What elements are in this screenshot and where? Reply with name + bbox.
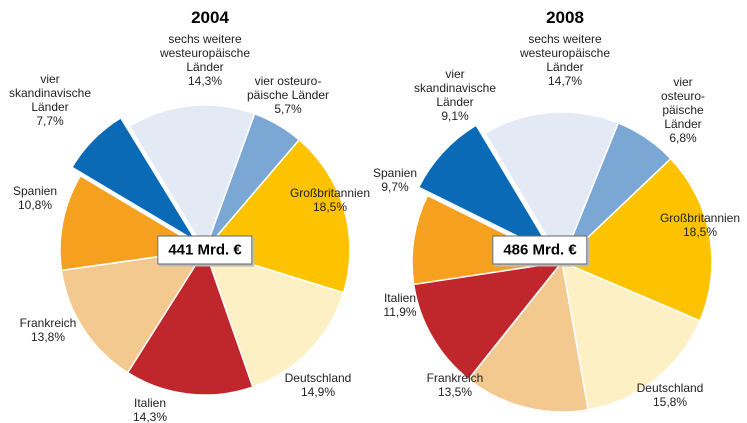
slice-label: Deutschland 14,9%: [285, 371, 352, 399]
value-label: 6,8%: [669, 131, 697, 145]
value-label: 5,7%: [274, 102, 302, 116]
category-label: sechs weitere westeuropäische Länder: [519, 32, 611, 74]
value-label: 14,7%: [547, 74, 583, 88]
value-label: 14,3%: [132, 410, 168, 423]
slice-label: vier osteuro- päische Länder 6,8%: [651, 75, 715, 145]
value-label: 9,7%: [381, 180, 409, 194]
value-label: 14,3%: [187, 74, 223, 88]
center-label: 486 Mrd. €: [492, 235, 588, 265]
category-label: Großbritannien: [289, 186, 371, 200]
pie-slice: [412, 260, 564, 381]
pie-slice: [560, 157, 713, 322]
center-label: 441 Mrd. €: [157, 235, 253, 265]
pie-slice: [483, 111, 620, 264]
chart-title: 2008: [546, 8, 584, 27]
pie-slice: [126, 248, 254, 396]
slice-label: Spanien 9,7%: [373, 166, 417, 194]
category-label: Italien: [133, 396, 167, 410]
slice-label: Deutschland 15,8%: [637, 381, 704, 409]
slice-label: vier skandinavische Länder 7,7%: [9, 72, 91, 128]
value-label: 11,9%: [383, 305, 417, 319]
slice-label: sechs weitere westeuropäische Länder 14,7…: [520, 32, 610, 88]
slice-label: vier osteuro- päische Länder 5,7%: [247, 74, 329, 116]
pie-slice: [467, 260, 590, 413]
category-label: vier osteuro- päische Länder: [246, 74, 330, 102]
value-label: 18,5%: [682, 225, 718, 239]
value-label: 15,8%: [652, 395, 688, 409]
value-label: 10,8%: [17, 198, 53, 212]
slice-label: Frankreich 13,8%: [20, 316, 77, 344]
slice-label: Frankreich 13,5%: [427, 371, 484, 399]
value-label: 14,9%: [300, 385, 336, 399]
category-label: vier skandinavische Länder: [8, 72, 92, 114]
slice-label: vier skandinavische Länder 9,1%: [414, 67, 496, 123]
category-label: Frankreich: [19, 316, 77, 330]
slice-label: sechs weitere westeuropäische Länder 14,3…: [160, 32, 250, 88]
value-label: 13,8%: [30, 330, 66, 344]
category-label: Großbritannien: [659, 211, 741, 225]
pie-slice: [60, 249, 207, 374]
pie-slice: [128, 104, 256, 252]
value-label: 7,7%: [36, 114, 64, 128]
category-label: vier skandinavische Länder: [413, 67, 497, 109]
pie-slice: [203, 248, 345, 388]
pie-slice: [70, 116, 198, 243]
value-label: 13,5%: [437, 385, 473, 399]
pie-slice: [561, 260, 701, 411]
pie-slice: [417, 124, 556, 256]
value-label: 18,5%: [312, 200, 348, 214]
slice-label: Italien 14,3%: [133, 396, 167, 423]
category-label: vier osteuro- päische Länder: [660, 75, 706, 131]
category-label: sechs weitere westeuropäische Länder: [159, 32, 251, 74]
chart-title: 2004: [191, 8, 229, 27]
category-label: Italien: [383, 291, 417, 305]
category-label: Deutschland: [284, 371, 352, 385]
value-label: 9,1%: [441, 109, 469, 123]
slice-label: Spanien 10,8%: [13, 184, 57, 212]
slice-label: Großbritannien 18,5%: [660, 211, 740, 239]
category-label: Frankreich: [426, 371, 484, 385]
slice-label: Italien 11,9%: [383, 291, 416, 319]
category-label: Spanien: [372, 166, 418, 180]
slice-label: Großbritannien 18,5%: [290, 186, 370, 214]
category-label: Spanien: [12, 184, 58, 198]
category-label: Deutschland: [636, 381, 704, 395]
